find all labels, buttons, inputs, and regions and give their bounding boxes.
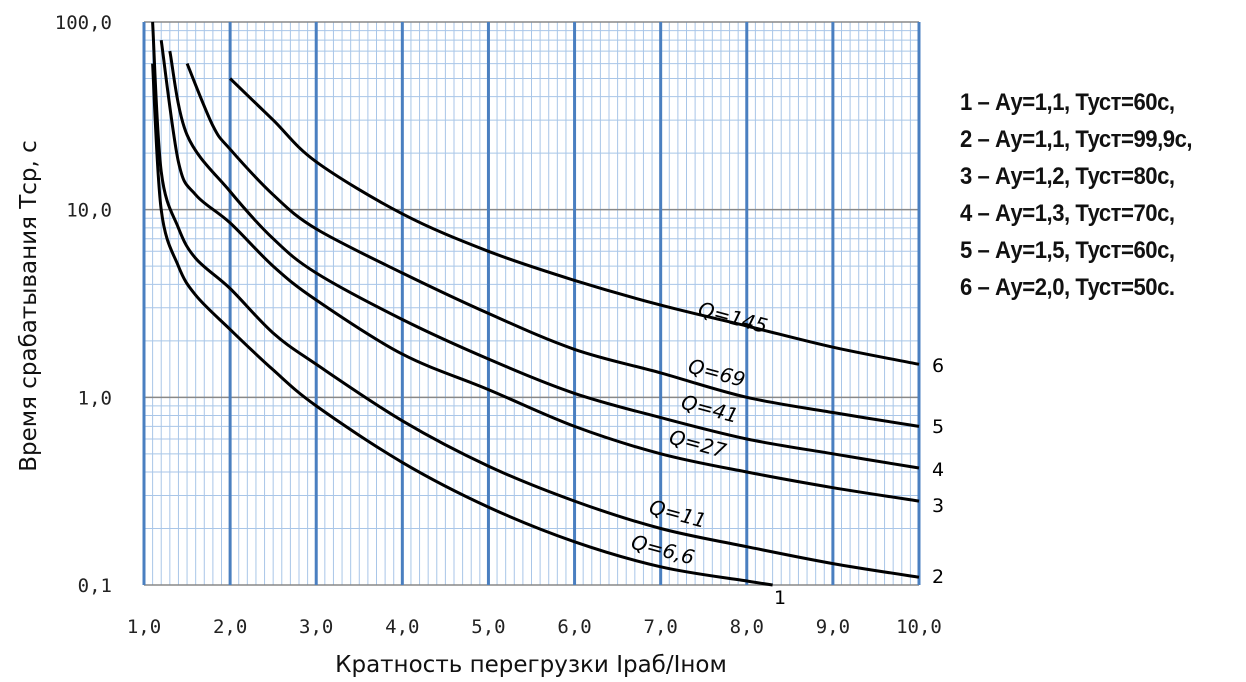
curve-1 xyxy=(151,63,773,587)
curve-label-q: Q=41 xyxy=(679,390,741,428)
curve-5 xyxy=(185,63,920,428)
x-tick-label: 7,0 xyxy=(644,616,678,638)
x-tick-label: 1,0 xyxy=(127,616,161,638)
legend-item: 5 – Ау=1,5, Туст=60с, xyxy=(960,237,1175,264)
x-tick-label: 9,0 xyxy=(816,616,850,638)
curve-number-label: 1 xyxy=(774,587,786,609)
curves xyxy=(151,21,920,587)
x-tick-label: 3,0 xyxy=(299,616,333,638)
curve-4 xyxy=(168,50,920,470)
y-axis-title: Время срабатывания Тср, с xyxy=(16,140,42,472)
x-tick-label: 10,0 xyxy=(896,616,942,638)
x-tick-label: 4,0 xyxy=(385,616,419,638)
curve-number-label: 2 xyxy=(932,566,944,588)
x-tick-label: 8,0 xyxy=(730,616,764,638)
x-tick-labels: 1,0 2,0 3,0 4,0 5,0 6,0 7,0 8,0 9,0 10,0 xyxy=(127,616,942,638)
curve-2 xyxy=(151,21,920,579)
y-tick-label: 10,0 xyxy=(66,200,112,222)
legend: 1 – Ау=1,1, Туст=60с, 2 – Ау=1,1, Туст=99… xyxy=(960,84,1212,306)
curve-label-q: Q=145 xyxy=(696,297,770,338)
x-tick-label: 5,0 xyxy=(471,616,505,638)
legend-item: 2 – Ау=1,1, Туст=99,9с, xyxy=(960,126,1193,153)
legend-item: 3 – Ау=1,2, Туст=80с, xyxy=(960,163,1175,190)
curve-numbers: 1 2 3 4 5 6 xyxy=(774,355,944,609)
curve-number-label: 4 xyxy=(932,459,944,481)
x-tick-label: 6,0 xyxy=(557,616,591,638)
decade-horizontal-gridlines xyxy=(144,21,919,586)
legend-item: 1 – Ау=1,1, Туст=60с, xyxy=(960,89,1175,116)
legend-item: 6 – Ау=2,0, Туст=50с. xyxy=(960,274,1175,301)
curve-number-label: 3 xyxy=(932,495,944,517)
y-tick-labels: 0,1 1,0 10,0 100,0 xyxy=(55,12,112,597)
major-vertical-gridlines xyxy=(142,22,921,585)
minor-vertical-gridlines xyxy=(152,22,911,585)
curve-6 xyxy=(229,77,920,366)
x-axis-title: Кратность перегрузки Iраб/Iном xyxy=(335,652,727,678)
y-tick-label: 1,0 xyxy=(78,387,112,409)
curve-number-label: 5 xyxy=(932,416,944,438)
curve-3 xyxy=(159,39,920,503)
minor-horizontal-gridlines xyxy=(144,30,919,530)
legend-item: 4 – Ау=1,3, Туст=70с, xyxy=(960,200,1175,227)
y-tick-label: 100,0 xyxy=(55,12,112,34)
y-tick-label: 0,1 xyxy=(78,575,112,597)
curve-number-label: 6 xyxy=(932,355,944,377)
x-tick-label: 2,0 xyxy=(213,616,247,638)
